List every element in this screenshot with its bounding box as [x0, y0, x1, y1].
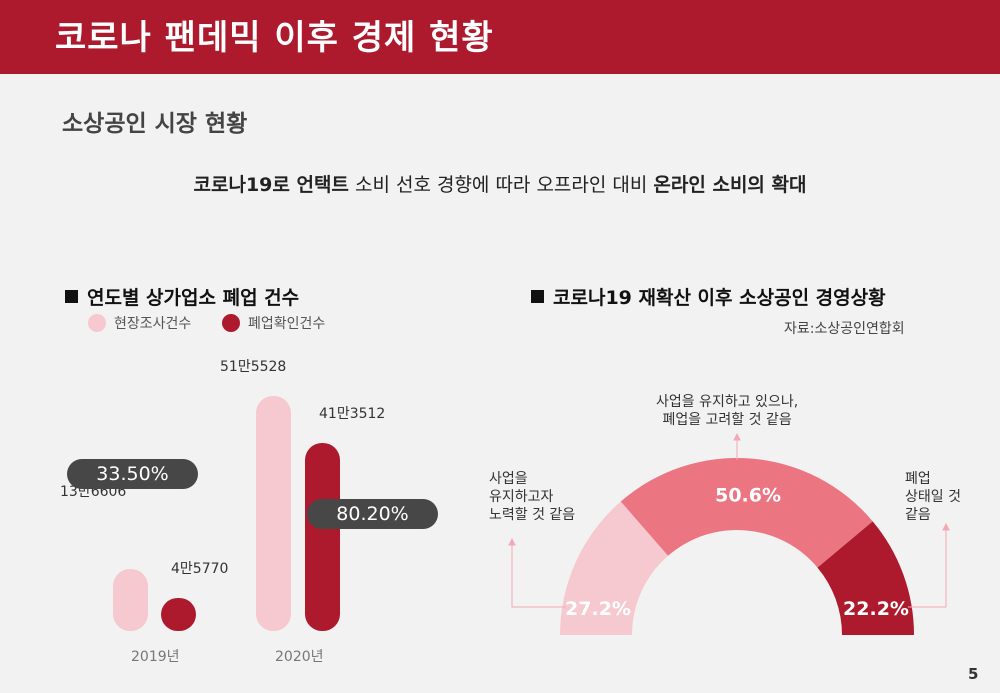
- callout-consider-line1: 사업을 유지하고 있으나,: [656, 394, 799, 410]
- source-note: 자료:소상공인연합회: [784, 321, 905, 337]
- left-chart-title-text: 연도별 상가업소 폐업 건수: [87, 287, 300, 309]
- callout-maintain: 사업을 유지하고자 노력할 것 같음: [489, 470, 575, 524]
- slice-closed: [817, 521, 914, 635]
- callout-closed-line1: 폐업: [905, 471, 931, 487]
- page-title: 코로나 팬데믹 이후 경제 현황: [55, 18, 494, 58]
- left-chart-title: 연도별 상가업소 폐업 건수: [65, 283, 299, 310]
- bar-2019-survey: [113, 568, 148, 631]
- slice-closed-label: 22.2%: [843, 598, 909, 620]
- ratio-pill-2019: 33.50%: [67, 459, 198, 489]
- leader-arrow-top: [733, 432, 741, 441]
- bar-label-2020-survey: 51만5528: [220, 359, 287, 375]
- year-label-2020: 2020년: [275, 649, 324, 665]
- bar-2020-closure: [305, 442, 340, 631]
- leader-arrow-left: [508, 537, 516, 546]
- right-chart-title: 코로나19 재확산 이후 소상공인 경영상황: [531, 283, 886, 310]
- leader-line-right: [908, 530, 947, 608]
- bar-label-2020-closure: 41만3512: [319, 405, 386, 422]
- legend-label-closure: 폐업확인건수: [248, 316, 326, 332]
- legend-item-survey: 현장조사건수: [88, 313, 191, 333]
- year-label-2019: 2019년: [131, 649, 180, 665]
- slice-maintain: [560, 501, 669, 635]
- bar-2019-closure: [161, 598, 196, 631]
- callout-consider-line2: 폐업을 고려할 것 같음: [662, 412, 792, 428]
- leader-arrow-right: [942, 522, 950, 531]
- callout-maintain-line3: 노력할 것 같음: [489, 507, 576, 523]
- callout-maintain-line1: 사업을: [489, 471, 528, 487]
- callout-closed-line2: 상태일 것: [905, 489, 961, 505]
- legend-swatch-survey: [88, 314, 106, 332]
- bar-label-2019-closure: 4만5770: [171, 561, 229, 577]
- header-bar: 코로나 팬데믹 이후 경제 현황: [0, 0, 1000, 74]
- page-number: 5: [968, 665, 979, 683]
- slice-consider-closing-label: 50.6%: [715, 484, 781, 506]
- slice-maintain-label: 27.2%: [565, 598, 631, 620]
- headline: 코로나19로 언택트 소비 선호 경향에 따라 오프라인 대비 온라인 소비의 …: [0, 170, 1000, 197]
- leader-line-left: [511, 545, 566, 608]
- slice-consider-closing: [620, 458, 873, 568]
- ratio-pill-2020: 80.20%: [307, 499, 438, 529]
- section-title: 소상공인 시장 현황: [62, 111, 248, 137]
- legend-label-survey: 현장조사건수: [114, 316, 192, 332]
- callout-consider-closing: 사업을 유지하고 있으나, 폐업을 고려할 것 같음: [656, 393, 798, 429]
- square-bullet-icon: [531, 290, 544, 303]
- callout-closed-line3: 같음: [905, 507, 931, 523]
- square-bullet-icon: [65, 290, 78, 303]
- headline-part1: 코로나19로 언택트: [193, 174, 349, 196]
- callout-maintain-line2: 유지하고자: [489, 489, 554, 505]
- right-chart-title-text: 코로나19 재확산 이후 소상공인 경영상황: [553, 287, 886, 309]
- legend-swatch-closure: [222, 314, 240, 332]
- headline-part3: 온라인 소비의 확대: [653, 174, 807, 196]
- legend-item-closure: 폐업확인건수: [222, 313, 325, 333]
- callout-closed: 폐업 상태일 것 같음: [905, 470, 961, 524]
- headline-part2: 소비 선호 경향에 따라 오프라인 대비: [348, 174, 654, 196]
- bar-2020-survey: [256, 396, 291, 631]
